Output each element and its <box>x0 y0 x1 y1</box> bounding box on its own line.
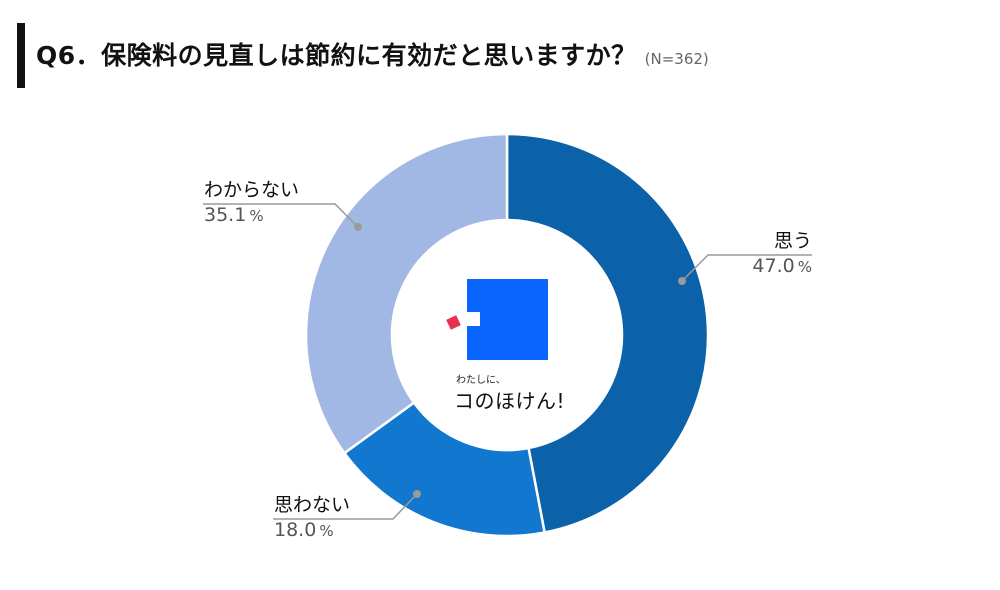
logo-tagline-big: コのほけん! <box>454 389 566 413</box>
leader-dot-omou <box>678 277 686 285</box>
title-text: Q6．保険料の見直しは節約に有効だと思いますか？ <box>36 41 637 70</box>
label-omowanai-name: 思わない <box>274 494 351 516</box>
slice-wakaranai[interactable] <box>304 132 509 455</box>
logo-red-diamond <box>446 315 461 330</box>
label-omowanai-value: 18.0% <box>274 519 334 541</box>
page-title: Q6．保険料の見直しは節約に有効だと思いますか？ (N=362) <box>36 36 709 72</box>
leader-line-omou <box>681 254 812 282</box>
leader-lines <box>203 203 812 520</box>
label-omou-value: 47.0% <box>752 255 812 277</box>
title-accent-bar <box>17 23 25 88</box>
leader-line-wakaranai <box>203 203 359 228</box>
sample-size: (N=362) <box>644 50 709 68</box>
slice-omowanai[interactable] <box>342 400 547 538</box>
label-wakaranai-value: 35.1% <box>204 204 264 226</box>
label-omowanai: 思わない 18.0% <box>274 493 350 544</box>
logo-tagline-small: わたしに、 <box>456 375 506 386</box>
brand-logo <box>446 279 548 360</box>
slice-omou[interactable] <box>505 132 710 534</box>
label-wakaranai: わからない 35.1% <box>204 178 299 229</box>
leader-dots <box>354 223 686 498</box>
label-wakaranai-name: わからない <box>204 179 300 201</box>
logo-notch <box>466 312 480 326</box>
label-omou: 思う 47.0% <box>712 229 812 280</box>
logo-blue-square <box>467 279 548 360</box>
leader-dot-omowanai <box>413 490 421 498</box>
leader-dot-wakaranai <box>354 223 362 231</box>
label-omou-name: 思う <box>773 230 812 252</box>
leader-line-omowanai <box>273 493 418 520</box>
